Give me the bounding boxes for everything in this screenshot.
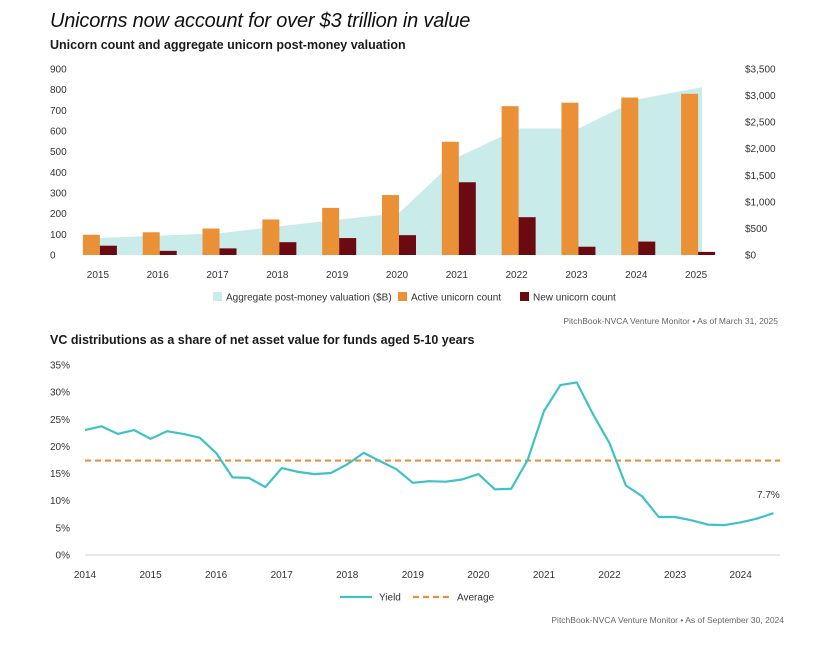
x-tick-label: 2023 [664,570,687,581]
y-right-tick-label: $2,000 [745,144,776,155]
active-unicorn-bar [262,219,280,255]
y-tick-label: 0% [56,551,71,562]
x-tick-label: 2016 [205,570,228,581]
x-tick-label: 2017 [271,570,294,581]
active-unicorn-bar [82,234,100,255]
y-left-tick-label: 900 [50,65,67,76]
x-tick-label: 2023 [565,270,588,281]
new-unicorn-bar [638,241,656,255]
source-note: PitchBook-NVCA Venture Monitor • As of M… [563,316,778,326]
x-tick-label: 2019 [402,570,425,581]
active-unicorn-bar [621,97,639,256]
line-chart-title: VC distributions as a share of net asset… [50,333,475,347]
y-tick-label: 30% [50,388,70,399]
x-tick-label: 2020 [386,270,409,281]
new-unicorn-bar [159,250,177,255]
new-unicorn-bar [99,245,117,255]
y-tick-label: 10% [50,496,70,507]
new-unicorn-bar [339,238,357,255]
y-tick-label: 35% [50,361,70,372]
x-tick-label: 2021 [533,570,556,581]
unicorn-bar-chart: 900 800 700 600 500 400 300 200 100 0 $3,500 $3,000… [50,65,778,327]
active-unicorn-bar [681,93,699,255]
active-unicorn-bar [142,232,160,255]
y-left-tick-label: 200 [50,209,67,220]
yield-end-label: 7.7% [757,490,780,501]
new-unicorn-bar [518,217,536,255]
y-left-tick-label: 0 [50,251,56,262]
y-right-tick-label: $2,500 [745,118,776,129]
chart-title: Unicorns now account for over $3 trillio… [50,10,471,32]
x-tick-label: 2017 [206,270,229,281]
y-right-tick-label: $1,500 [745,171,776,182]
x-tick-label: 2020 [467,570,490,581]
y-right-tick-label: $3,500 [745,65,776,76]
y-left-tick-label: 800 [50,85,67,96]
y-left-tick-label: 300 [50,189,67,200]
legend-valuation-label: Aggregate post-money valuation ($B) [226,293,392,304]
x-tick-label: 2014 [74,570,97,581]
chart-subtitle: Unicorn count and aggregate unicorn post… [50,38,406,52]
y-left-tick-label: 500 [50,147,67,158]
y-left-tick-label: 600 [50,127,67,138]
x-tick-label: 2024 [730,570,753,581]
y-left-tick-label: 100 [50,230,67,241]
x-tick-label: 2019 [326,270,349,281]
distributions-line-chart: 35% 30% 25% 20% 15% 10% 5% 0%2014 2015 2016 2017 20… [50,361,784,626]
new-unicorn-bar [698,251,716,255]
x-tick-label: 2015 [139,570,162,581]
new-unicorn-bar [219,248,237,255]
legend-active-swatch [398,292,407,301]
y-right-tick-label: $0 [745,251,757,262]
active-unicorn-bar [441,141,459,255]
active-unicorn-bar [382,195,399,255]
active-unicorn-bar [561,102,579,255]
active-unicorn-bar [501,106,519,255]
legend-new-swatch [520,292,529,301]
legend-average-label: Average [457,593,495,604]
x-tick-label: 2024 [625,270,648,281]
legend-yield-label: Yield [379,593,401,604]
y-right-tick-label: $500 [745,224,768,235]
x-tick-label: 2016 [147,270,170,281]
y-left-tick-label: 400 [50,168,67,179]
y-tick-label: 20% [50,442,70,453]
x-tick-label: 2018 [336,570,359,581]
x-tick-label: 2022 [506,270,529,281]
x-tick-label: 2018 [266,270,289,281]
y-tick-label: 5% [56,523,71,534]
x-tick-label: 2015 [87,270,110,281]
new-unicorn-bar [279,242,297,255]
legend-valuation-swatch [213,292,222,301]
new-unicorn-bar [578,246,596,255]
y-left-tick-label: 700 [50,106,67,117]
y-tick-label: 25% [50,415,70,426]
y-right-tick-label: $3,000 [745,91,776,102]
y-tick-label: 15% [50,469,70,480]
y-right-tick-label: $1,000 [745,197,776,208]
active-unicorn-bar [202,228,220,255]
valuation-area [83,87,703,255]
source-note: PitchBook-NVCA Venture Monitor • As of S… [551,615,784,625]
legend-active-label: Active unicorn count [411,293,501,304]
x-tick-label: 2022 [598,570,621,581]
active-unicorn-bar [322,207,340,255]
x-tick-label: 2021 [446,270,469,281]
new-unicorn-bar [399,235,416,255]
new-unicorn-bar [458,182,476,255]
legend-new-label: New unicorn count [533,293,616,304]
x-tick-label: 2025 [685,270,708,281]
yield-line [84,381,774,527]
